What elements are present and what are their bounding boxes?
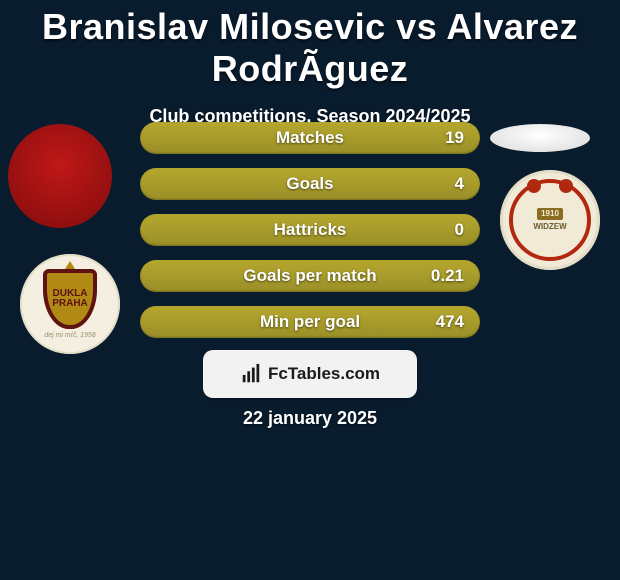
club-right-year: 1910 [537,208,563,220]
club-left-slogan: dej mi míč, 1958 [44,332,95,339]
fctables-badge[interactable]: FcTables.com [203,350,417,398]
club-left-name-bottom: PRAHA [52,298,88,309]
stat-bar: Goals per match 0.21 [140,260,480,292]
page-title: Branislav Milosevic vs Alvarez RodrÃguez [0,0,620,90]
club-badge-right: 1910 WIDZEW [500,170,600,270]
fctables-text: FcTables.com [268,364,380,384]
stat-bar: Matches 19 [140,122,480,154]
club-left-name-top: DUKLA [53,288,88,299]
stat-label: Hattricks [274,220,347,240]
stat-bar: Goals 4 [140,168,480,200]
player-avatar-left [8,124,112,228]
stat-value: 0.21 [431,266,464,286]
stat-bar: Hattricks 0 [140,214,480,246]
stats-bars: Matches 19 Goals 4 Hattricks 0 Goals per… [140,122,480,352]
club-right-name: WIDZEW [533,222,566,231]
stat-value: 0 [455,220,464,240]
bar-chart-icon [240,363,262,385]
stat-label: Goals [286,174,333,194]
shield-icon: DUKLA PRAHA [43,269,97,329]
stat-label: Goals per match [243,266,376,286]
player-avatar-right [490,124,590,152]
stat-label: Min per goal [260,312,360,332]
footer-date: 22 january 2025 [0,408,620,429]
stat-value: 4 [455,174,464,194]
stat-bar: Min per goal 474 [140,306,480,338]
stat-value: 19 [445,128,464,148]
wreath-icon: 1910 WIDZEW [509,179,591,261]
club-badge-left: DUKLA PRAHA dej mi míč, 1958 [20,254,120,354]
stat-label: Matches [276,128,344,148]
stat-value: 474 [436,312,464,332]
